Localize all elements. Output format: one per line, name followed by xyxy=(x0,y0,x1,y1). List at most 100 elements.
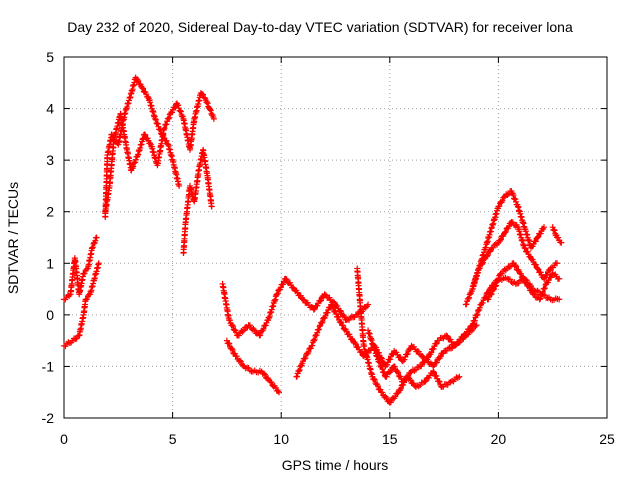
data-point xyxy=(534,234,541,241)
track-marker xyxy=(493,282,500,289)
track-marker xyxy=(177,107,184,114)
data-point xyxy=(95,260,102,267)
data-point xyxy=(321,291,328,298)
track-marker xyxy=(314,329,321,336)
track-marker xyxy=(466,294,473,301)
track-marker xyxy=(394,390,401,397)
x-tick-label: 20 xyxy=(491,431,507,447)
track-marker xyxy=(386,369,393,376)
track-marker xyxy=(318,320,325,327)
track-marker xyxy=(207,107,214,114)
track-marker xyxy=(153,120,160,127)
track-marker xyxy=(532,261,539,268)
track-marker xyxy=(415,348,422,355)
data-point xyxy=(160,126,167,133)
track-marker xyxy=(135,77,142,84)
track-marker xyxy=(469,320,476,327)
data-point xyxy=(443,332,450,339)
track-marker xyxy=(319,318,326,325)
track-marker xyxy=(391,363,398,370)
track-marker xyxy=(541,285,548,292)
track-marker xyxy=(309,342,316,349)
track-marker xyxy=(375,349,382,356)
track-marker xyxy=(341,313,348,320)
track-marker xyxy=(362,304,369,311)
track-marker xyxy=(383,373,390,380)
track-marker xyxy=(371,376,378,383)
track-marker xyxy=(387,399,394,406)
track-marker xyxy=(465,295,472,302)
data-point xyxy=(152,115,159,122)
track-marker xyxy=(507,263,514,270)
track-marker xyxy=(294,373,301,380)
track-marker xyxy=(326,294,333,301)
track-marker xyxy=(262,322,269,329)
track-marker xyxy=(479,261,486,268)
track-marker xyxy=(397,385,404,392)
track-marker xyxy=(226,340,233,347)
track-marker xyxy=(330,304,337,311)
track-marker xyxy=(512,196,519,203)
track-marker xyxy=(474,311,481,318)
track-marker xyxy=(225,340,232,347)
track-marker xyxy=(371,376,378,383)
track-marker xyxy=(456,338,463,345)
track-marker xyxy=(132,156,139,163)
track-marker xyxy=(432,359,439,366)
y-tick-label: 2 xyxy=(46,204,54,220)
track-marker xyxy=(260,326,267,333)
track-marker xyxy=(130,163,137,170)
y-tick-label: -2 xyxy=(42,410,55,426)
x-tick-label: 5 xyxy=(169,431,177,447)
track-marker xyxy=(92,237,99,244)
track-marker xyxy=(424,354,431,361)
track-marker xyxy=(492,240,499,247)
track-marker xyxy=(376,358,383,365)
x-tick-label: 15 xyxy=(382,431,398,447)
track-marker xyxy=(537,295,544,302)
track-marker xyxy=(427,360,434,367)
track-marker xyxy=(492,283,499,290)
track-marker xyxy=(403,351,410,358)
track-marker xyxy=(73,335,80,342)
track-marker xyxy=(301,355,308,362)
track-marker xyxy=(236,357,243,364)
track-marker xyxy=(240,327,247,334)
data-point xyxy=(210,115,217,122)
data-point xyxy=(549,224,556,231)
data-point xyxy=(421,378,428,385)
track-marker xyxy=(316,323,323,330)
track-marker xyxy=(532,238,539,245)
track-marker xyxy=(422,378,429,385)
track-marker xyxy=(521,276,528,283)
track-marker xyxy=(539,288,546,295)
track-marker xyxy=(467,325,474,332)
track-marker xyxy=(431,369,438,376)
track-marker xyxy=(428,349,435,356)
data-point xyxy=(536,296,543,303)
track-marker xyxy=(392,393,399,400)
track-marker xyxy=(297,292,304,299)
track-marker xyxy=(383,394,390,401)
data-point xyxy=(541,224,548,231)
track-marker xyxy=(377,362,384,369)
track-marker xyxy=(509,219,516,226)
track-marker xyxy=(405,373,412,380)
track-marker xyxy=(277,284,284,291)
track-marker xyxy=(483,253,490,260)
track-marker xyxy=(166,114,173,121)
track-marker xyxy=(433,359,440,366)
track-marker xyxy=(348,313,355,320)
track-marker xyxy=(435,378,442,385)
track-marker xyxy=(447,345,454,352)
track-marker xyxy=(387,368,394,375)
track-marker xyxy=(531,291,538,298)
track-marker xyxy=(496,203,503,210)
data-point xyxy=(491,286,498,293)
track-marker xyxy=(251,327,258,334)
data-point xyxy=(469,322,476,329)
data-point xyxy=(89,244,96,251)
track-marker xyxy=(418,362,425,369)
track-marker xyxy=(352,340,359,347)
y-tick-label: 5 xyxy=(46,49,54,65)
